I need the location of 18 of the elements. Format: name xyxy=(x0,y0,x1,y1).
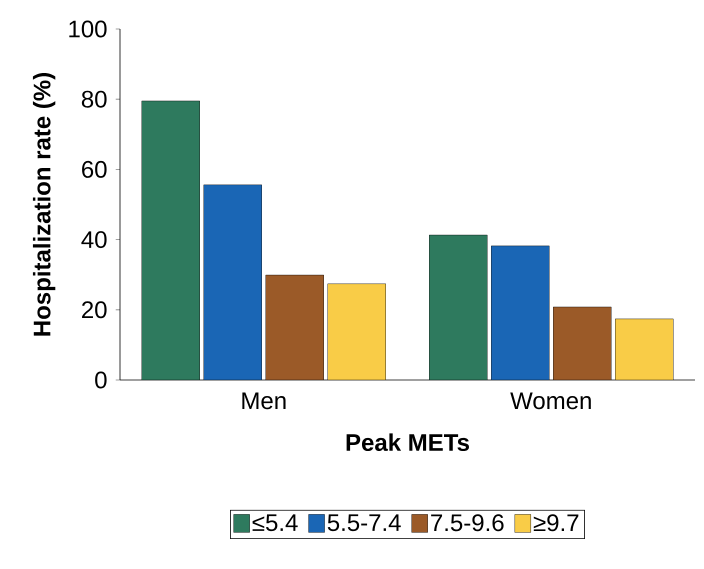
bar xyxy=(553,306,612,380)
bar xyxy=(491,246,550,380)
y-tick-label: 20 xyxy=(82,301,107,318)
legend-label: 5.5-7.4 xyxy=(328,514,401,532)
legend-label: ≥9.7 xyxy=(534,514,578,532)
legend-label: ≤5.4 xyxy=(252,514,298,532)
legend-label: 7.5-9.6 xyxy=(431,514,504,532)
x-axis-title: Peak METs xyxy=(346,433,469,452)
y-axis-title: Hospitalization rate (%) xyxy=(32,73,56,336)
y-tick-label: 0 xyxy=(95,372,107,388)
y-tick-label: 100 xyxy=(69,20,107,38)
x-tick-label: Women xyxy=(510,392,591,410)
bar xyxy=(266,274,324,380)
y-tick-label: 60 xyxy=(82,160,107,178)
x-tick-label: Men xyxy=(242,392,286,410)
y-tick-label: 80 xyxy=(82,90,107,108)
bar xyxy=(204,184,262,380)
y-tick-label: 40 xyxy=(81,231,107,248)
